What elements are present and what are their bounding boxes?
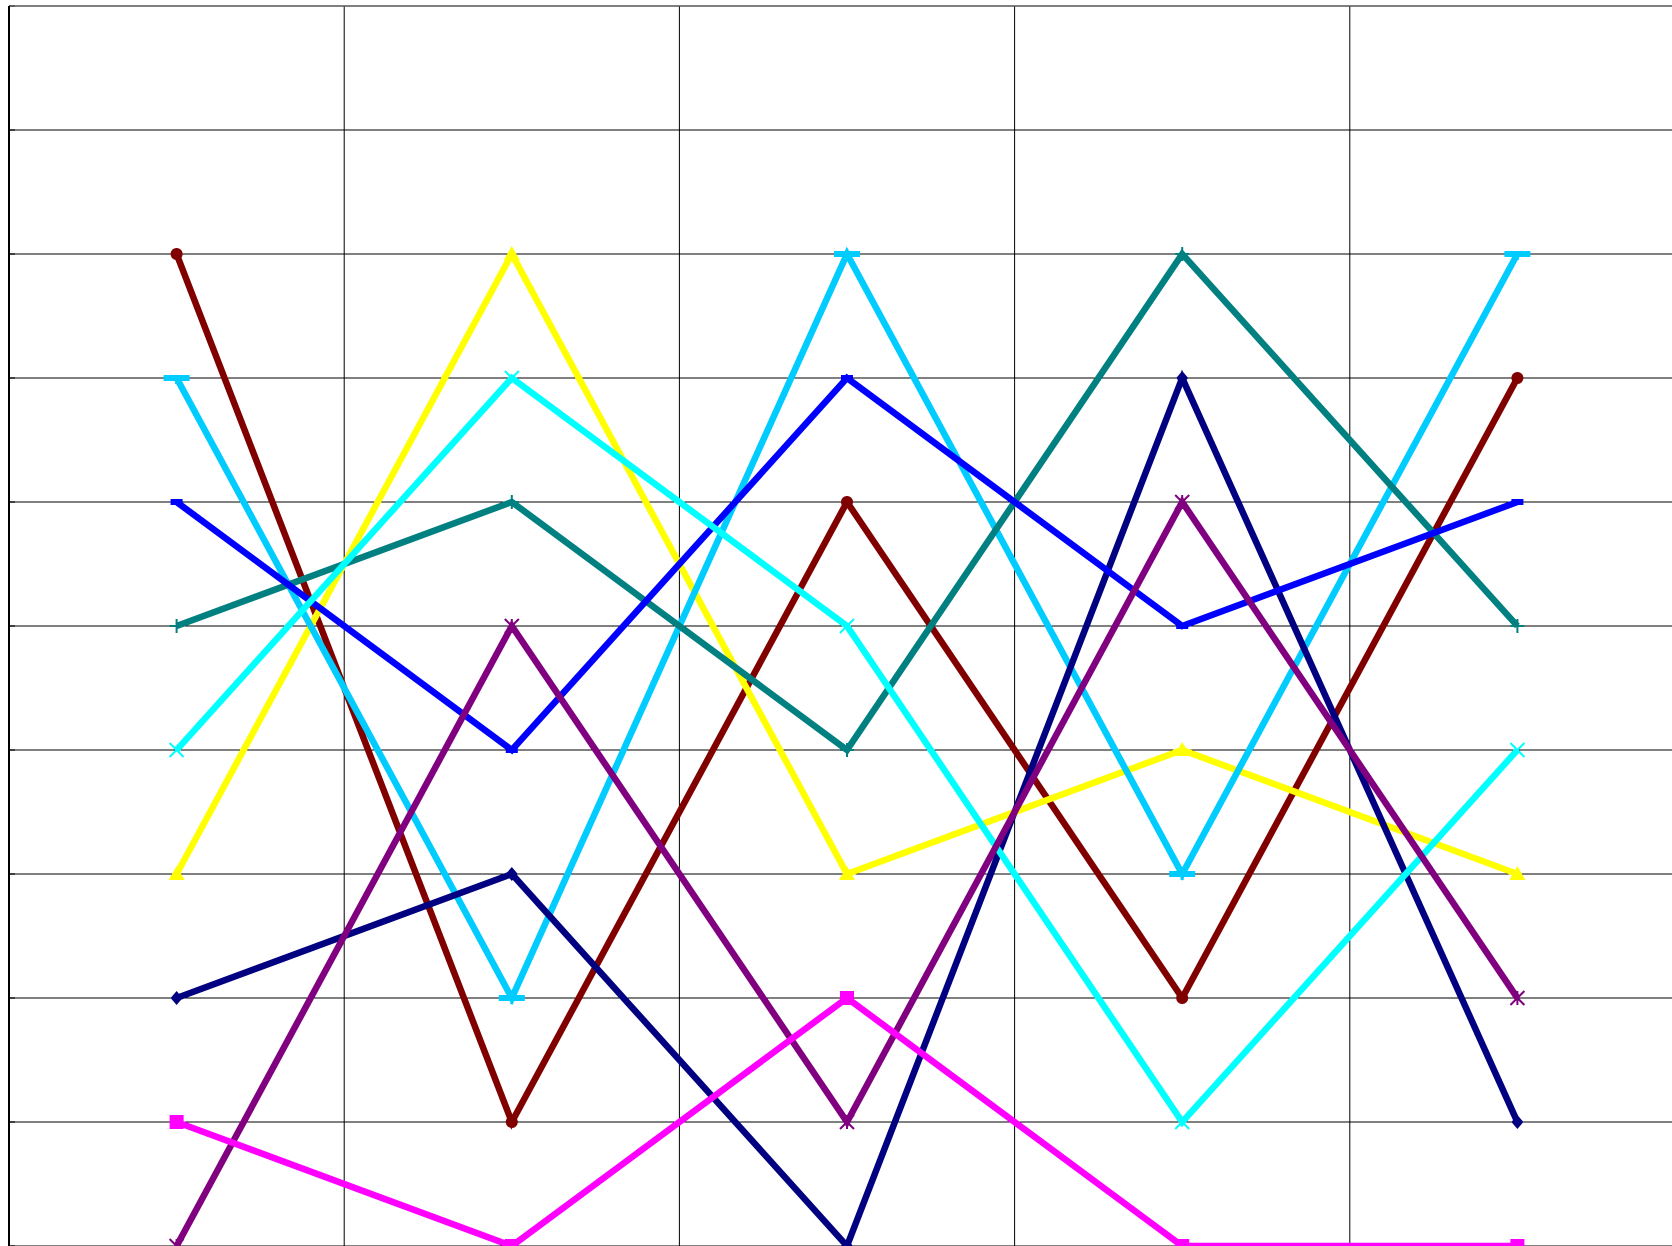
marker-star [1509, 990, 1526, 1006]
series-6 [170, 373, 1524, 755]
marker-tee [834, 251, 860, 260]
series-9 [169, 991, 1525, 1246]
marker-circle [505, 1116, 518, 1128]
marker-x [168, 742, 185, 758]
marker-x-b [168, 742, 185, 758]
marker-diamond [505, 867, 518, 881]
marker-circle [1176, 992, 1189, 1004]
marker-plus [1510, 619, 1525, 633]
marker-plus [504, 495, 519, 509]
marker-x [839, 618, 855, 634]
marker-tee [163, 375, 190, 384]
marker-diamond [1511, 1115, 1524, 1129]
marker-triangle [839, 866, 855, 880]
marker-triangle [1509, 866, 1526, 880]
marker-x [504, 370, 520, 386]
marker-plus [1175, 247, 1190, 261]
marker-circle [841, 496, 853, 508]
marker-diamond [1176, 371, 1189, 385]
series-line-5 [175, 369, 1521, 1246]
series-2 [168, 246, 1526, 880]
marker-x [1509, 742, 1526, 758]
marker-diamond [170, 991, 183, 1005]
series-group [163, 246, 1531, 1246]
marker-star [504, 618, 520, 634]
series-4 [169, 247, 1525, 757]
marker-diamond [841, 1239, 853, 1246]
marker-circle [1511, 372, 1524, 384]
series-7 [168, 370, 1526, 1130]
marker-x [1174, 1114, 1190, 1130]
marker-square [1175, 1239, 1190, 1246]
series-5 [170, 369, 1524, 1246]
series-8 [168, 494, 1526, 1246]
marker-x-b [839, 618, 855, 634]
marker-circle [170, 248, 183, 260]
marker-x-b [504, 370, 520, 386]
marker-square [169, 1115, 184, 1129]
marker-square [840, 991, 854, 1005]
marker-plus [840, 743, 854, 757]
marker-star-a [168, 1238, 179, 1246]
marker-triangle [168, 866, 185, 880]
marker-plus [169, 619, 184, 633]
marker-star [1174, 494, 1190, 510]
marker-square [504, 1239, 519, 1246]
axes [8, 5, 1672, 1246]
marker-tee [1504, 251, 1531, 260]
marker-star-b [175, 1238, 185, 1246]
marker-square [1510, 1239, 1525, 1246]
marker-star [168, 1238, 185, 1246]
gridlines [9, 5, 1672, 1246]
marker-tee [1169, 871, 1196, 880]
marker-x-b [1174, 1114, 1190, 1130]
marker-x-b [1509, 742, 1526, 758]
marker-triangle [1174, 742, 1191, 756]
marker-tee [498, 995, 525, 1004]
marker-star [839, 1114, 855, 1130]
marker-triangle [503, 246, 520, 260]
